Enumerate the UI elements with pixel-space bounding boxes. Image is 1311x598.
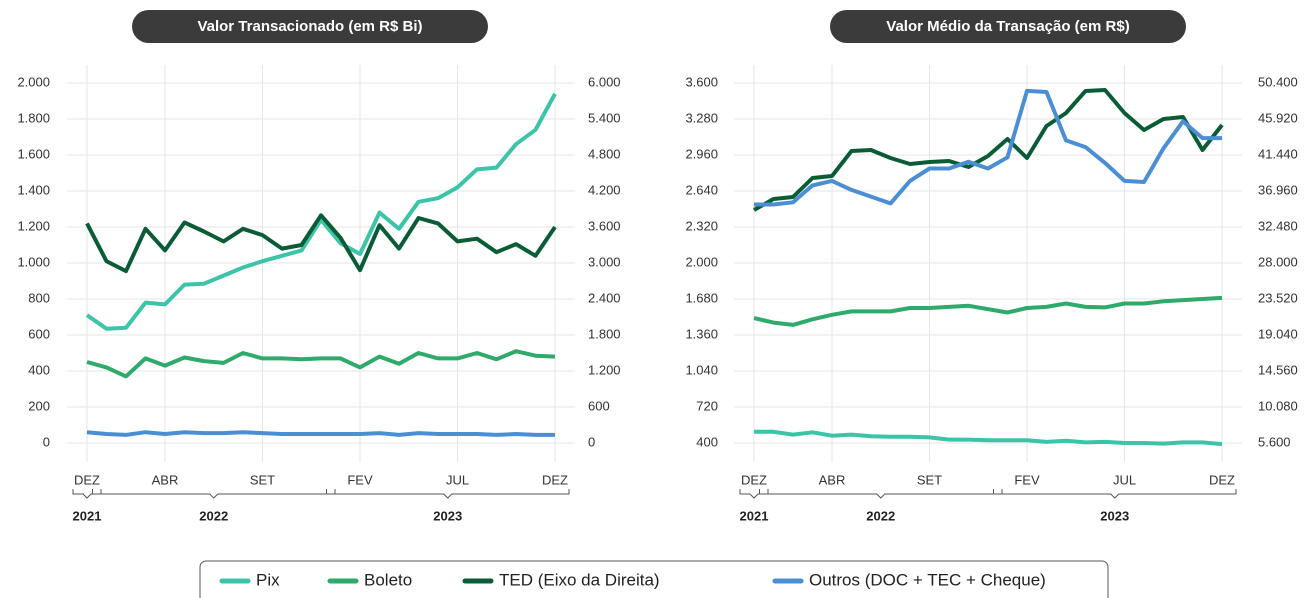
- y2-tick-label: 41.440: [1258, 146, 1298, 161]
- title-pill: [830, 10, 1186, 43]
- y2-tick-label: 32.480: [1258, 218, 1298, 233]
- year-bracket: [759, 489, 1003, 499]
- series-line: [86, 349, 556, 379]
- y-tick-label: 1.040: [685, 362, 718, 377]
- series-line: [85, 213, 557, 274]
- y2-tick-label: 1.800: [588, 326, 621, 341]
- legend-label: Outros (DOC + TEC + Cheque): [809, 570, 1046, 589]
- y-tick-label: 1.000: [17, 254, 50, 269]
- x-tick-label: JUL: [446, 472, 469, 487]
- year-bracket: [92, 489, 336, 499]
- y2-tick-label: 2.400: [588, 290, 621, 305]
- y2-tick-label: 1.200: [588, 362, 621, 377]
- y-tick-label: 1.680: [685, 290, 718, 305]
- y-tick-label: 400: [696, 434, 718, 449]
- legend-label: TED (Eixo da Direita): [499, 570, 660, 589]
- year-label: 2022: [199, 508, 228, 523]
- x-tick-label: DEZ: [74, 472, 100, 487]
- series-line: [753, 295, 1223, 327]
- y2-tick-label: 4.200: [588, 182, 621, 197]
- y-tick-label: 720: [696, 398, 718, 413]
- legend-label: Boleto: [364, 570, 412, 589]
- x-tick-label: ABR: [819, 472, 846, 487]
- y-tick-label: 1.600: [17, 146, 50, 161]
- year-label: 2021: [740, 508, 769, 523]
- y-tick-label: 2.960: [685, 146, 718, 161]
- y2-tick-label: 5.400: [588, 110, 621, 125]
- y2-tick-label: 23.520: [1258, 290, 1298, 305]
- x-tick-label: DEZ: [542, 472, 568, 487]
- title-pill: [132, 10, 488, 43]
- y2-tick-label: 19.040: [1258, 326, 1298, 341]
- y2-tick-label: 600: [588, 398, 610, 413]
- y-tick-label: 2.640: [685, 182, 718, 197]
- chart-title: Valor Transacionado (em R$ Bi): [197, 18, 422, 35]
- y-tick-label: 3.600: [685, 74, 718, 89]
- y2-tick-label: 5.600: [1258, 434, 1291, 449]
- y-tick-label: 200: [28, 398, 50, 413]
- x-tick-label: SET: [250, 472, 275, 487]
- y2-tick-label: 6.000: [588, 74, 621, 89]
- legend-box: [199, 560, 1109, 598]
- x-tick-label: DEZ: [1209, 472, 1235, 487]
- x-tick-label: DEZ: [741, 472, 767, 487]
- y-tick-label: 1.400: [17, 182, 50, 197]
- year-bracket: [993, 489, 1237, 499]
- year-label: 2021: [73, 508, 102, 523]
- x-tick-label: SET: [917, 472, 942, 487]
- legend-label: Pix: [256, 570, 280, 589]
- y2-tick-label: 4.800: [588, 146, 621, 161]
- series-line: [754, 429, 1223, 447]
- y2-tick-label: 10.080: [1258, 398, 1298, 413]
- y2-tick-label: 3.000: [588, 254, 621, 269]
- year-label: 2023: [1100, 508, 1129, 523]
- year-label: 2023: [433, 508, 462, 523]
- y-tick-label: 2.320: [685, 218, 718, 233]
- y-tick-label: 600: [28, 326, 50, 341]
- series-line: [754, 88, 1222, 207]
- y-tick-label: 800: [28, 290, 50, 305]
- y-tick-label: 1.200: [17, 218, 50, 233]
- y-tick-label: 1.360: [685, 326, 718, 341]
- y-tick-label: 2.000: [17, 74, 50, 89]
- y2-tick-label: 0: [588, 434, 595, 449]
- y2-tick-label: 3.600: [588, 218, 621, 233]
- y2-tick-label: 45.920: [1258, 110, 1298, 125]
- x-tick-label: ABR: [152, 472, 179, 487]
- y2-tick-label: 28.000: [1258, 254, 1298, 269]
- y2-tick-label: 50.400: [1258, 74, 1298, 89]
- y-tick-label: 2.000: [685, 254, 718, 269]
- series-line: [753, 88, 1224, 212]
- y-tick-label: 1.800: [17, 110, 50, 125]
- year-label: 2022: [866, 508, 895, 523]
- year-bracket: [326, 489, 570, 499]
- x-tick-label: JUL: [1113, 472, 1136, 487]
- y-tick-label: 400: [28, 362, 50, 377]
- y-tick-label: 0: [43, 434, 50, 449]
- y2-tick-label: 36.960: [1258, 182, 1298, 197]
- y2-tick-label: 14.560: [1258, 362, 1298, 377]
- series-line: [85, 92, 557, 331]
- series-line: [86, 430, 555, 437]
- chart-title: Valor Médio da Transação (em R$): [886, 18, 1129, 35]
- y-tick-label: 3.280: [685, 110, 718, 125]
- x-tick-label: FEV: [1014, 472, 1040, 487]
- x-tick-label: FEV: [347, 472, 373, 487]
